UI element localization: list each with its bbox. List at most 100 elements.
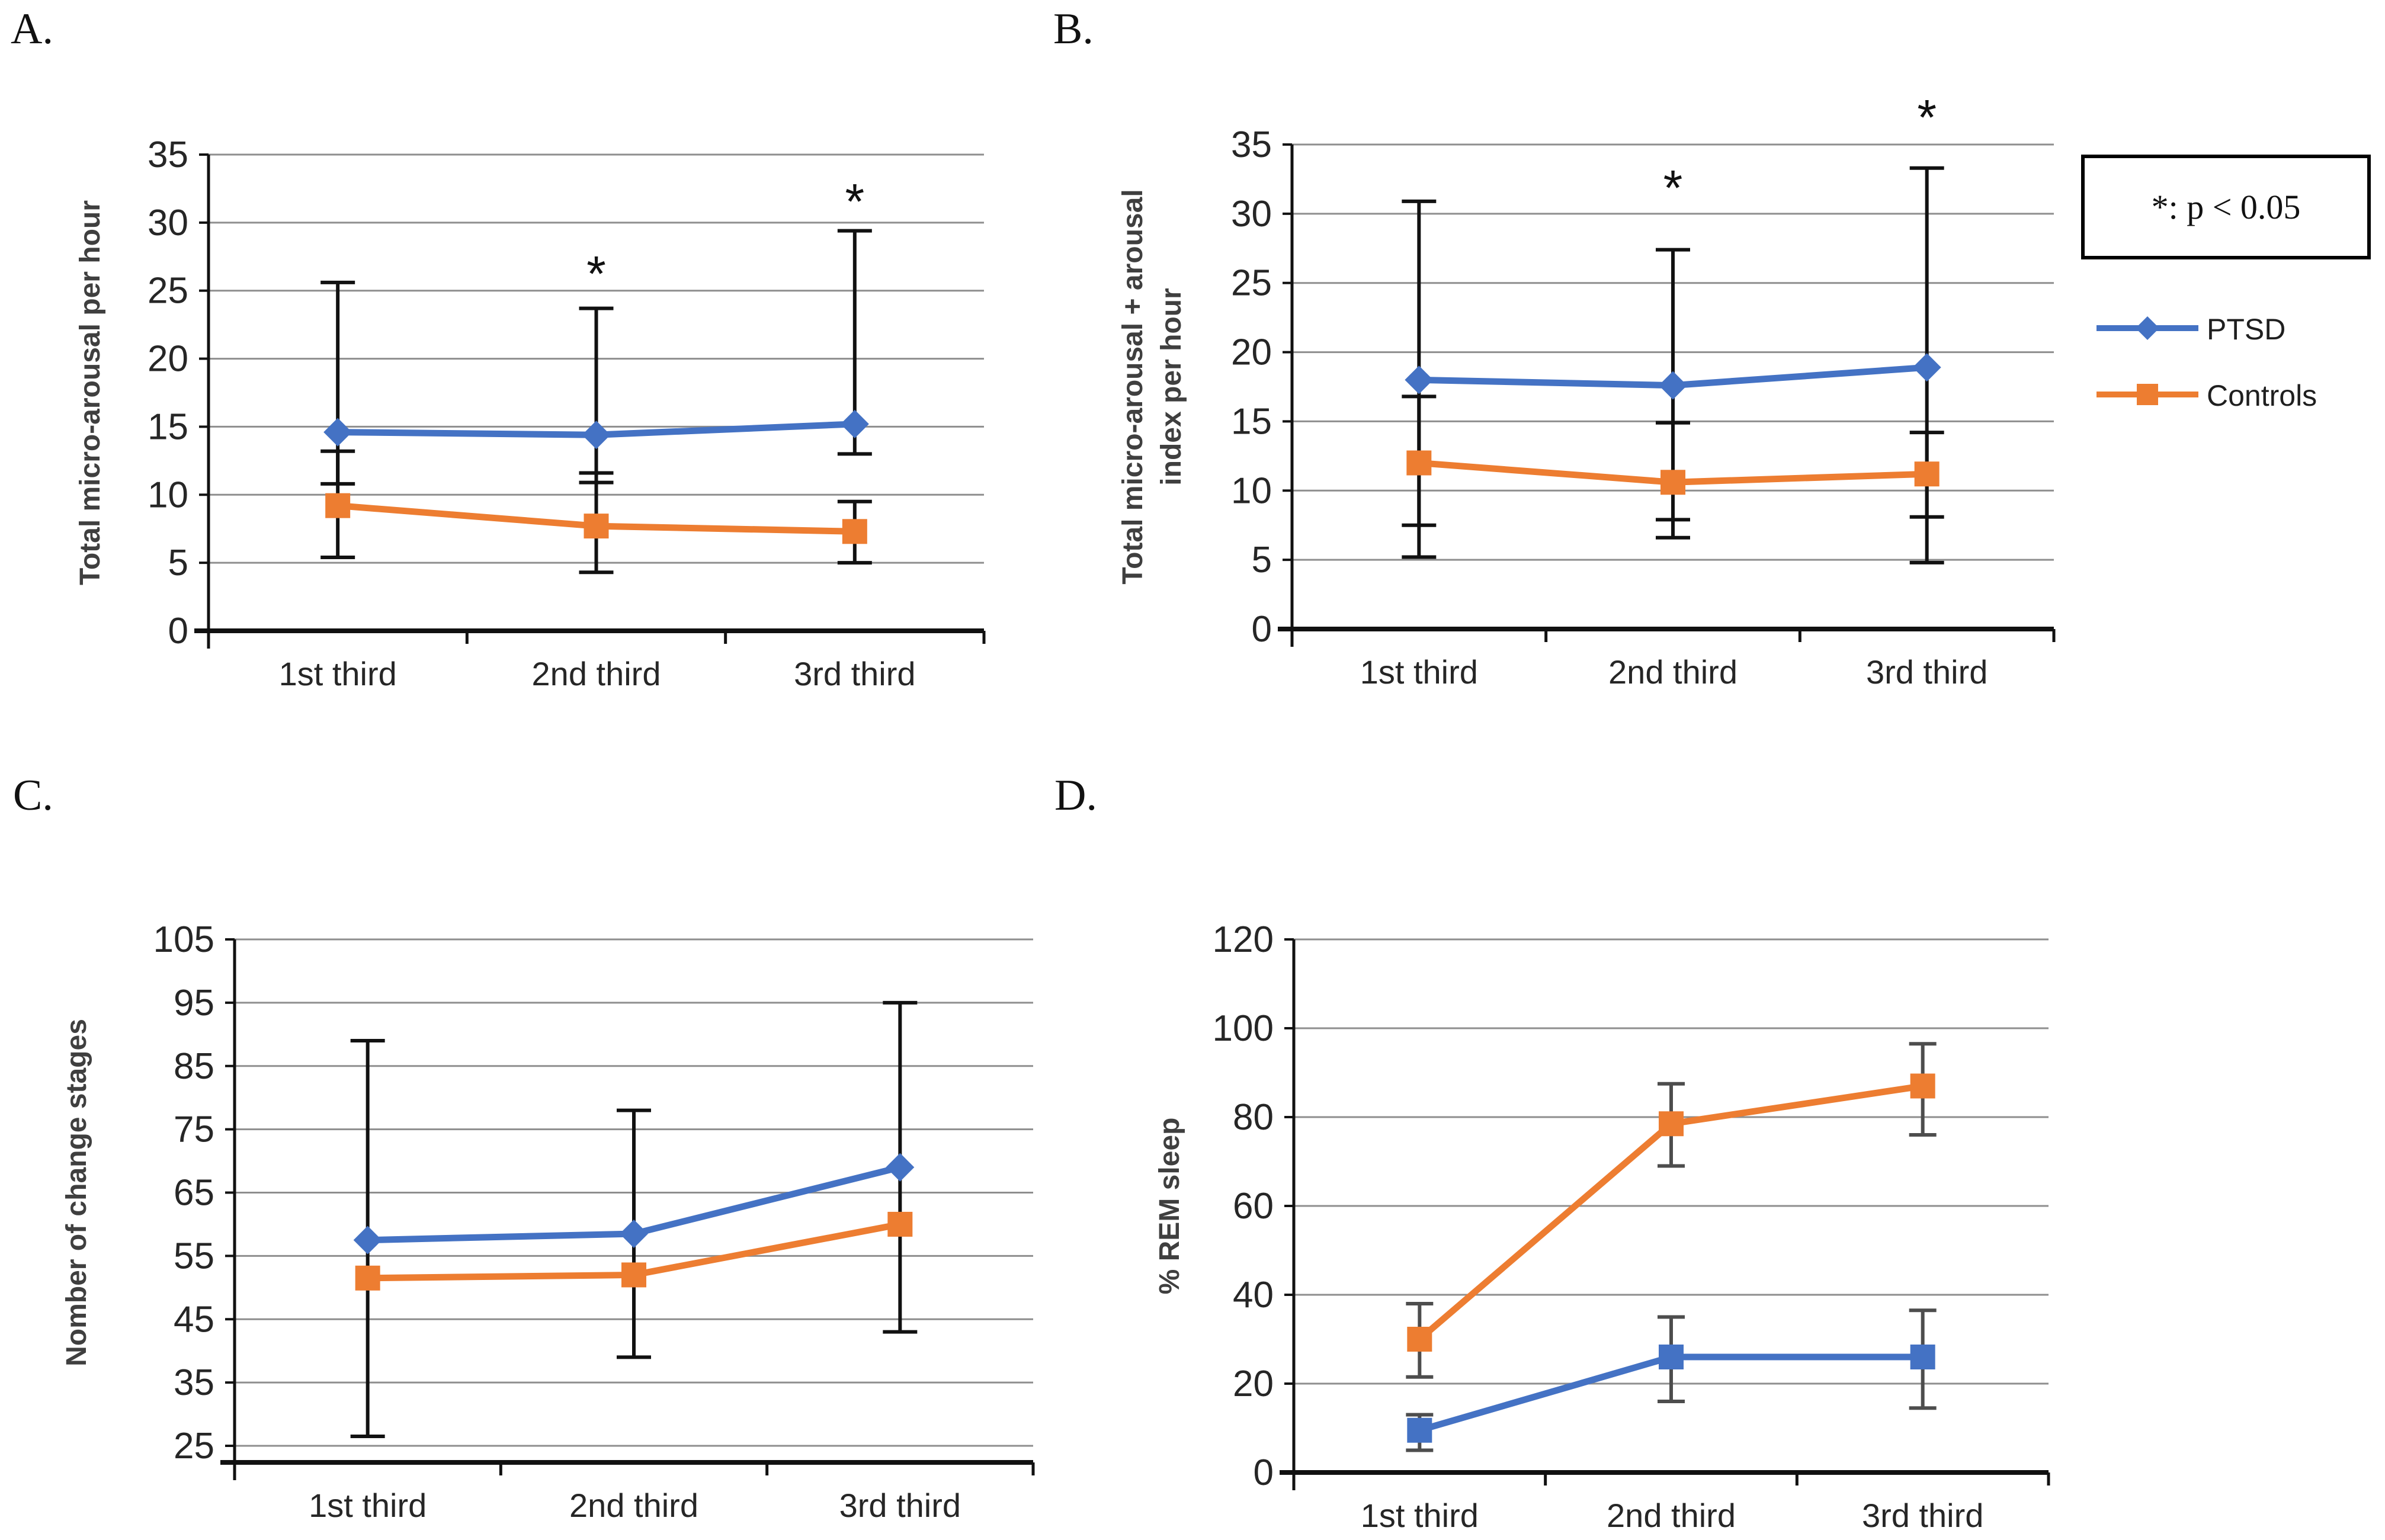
y-tick-labels: 25 35 45 55 65 75 85 95 105: [153, 919, 214, 1467]
svg-text:3rd third: 3rd third: [1862, 1497, 1983, 1534]
y-axis-title: Total micro-arousal + arousal: [1117, 189, 1149, 584]
significance-asterisk: *: [845, 174, 864, 229]
ptsd-marker-diamond: [886, 1153, 915, 1182]
y-axis-title: Nomber of change stages: [61, 1019, 92, 1366]
y-tick-labels: 0 20 40 60 80 100 120: [1213, 919, 1274, 1493]
legend-label-controls: Controls: [2207, 379, 2317, 412]
controls-marker-square: [1659, 1111, 1684, 1137]
ptsd-marker-diamond: [353, 1225, 382, 1255]
axes: [220, 938, 1035, 1480]
controls-legend-swatch-svg: [2097, 383, 2198, 405]
svg-text:5: 5: [1252, 540, 1272, 580]
ptsd-marker-diamond: [1912, 353, 1941, 382]
y-axis-title: Total micro-arousal per hour: [75, 200, 106, 585]
svg-text:35: 35: [148, 134, 188, 175]
svg-text:3rd third: 3rd third: [794, 655, 915, 692]
svg-text:2nd third: 2nd third: [532, 655, 661, 692]
svg-text:15: 15: [148, 406, 188, 447]
controls-marker-square: [355, 1265, 380, 1291]
significance-legend-box: *: p < 0.05: [2081, 155, 2371, 259]
svg-text:1st third: 1st third: [1360, 653, 1478, 691]
panel-label-a: A.: [11, 5, 53, 53]
controls-marker-square: [1406, 450, 1432, 476]
significance-asterisk: *: [586, 246, 606, 301]
svg-text:105: 105: [153, 919, 214, 960]
svg-text:5: 5: [168, 543, 188, 583]
axes: [194, 153, 986, 649]
svg-text:1st third: 1st third: [279, 655, 397, 692]
controls-marker-square: [1910, 1073, 1935, 1099]
ptsd-legend-swatch-svg: [2097, 316, 2198, 340]
panel-b-chart: 0 5 10 15 20 25 30 35 1st third 2nd third 3rd thir…: [1025, 89, 2073, 743]
ptsd-marker-diamond: [840, 409, 869, 438]
svg-text:40: 40: [1233, 1275, 1274, 1316]
svg-text:10: 10: [1231, 470, 1272, 511]
controls-marker-square: [1407, 1327, 1432, 1352]
controls-marker-square: [887, 1211, 913, 1237]
x-tick-labels: 1st third 2nd third 3rd third: [279, 655, 916, 692]
y-axis-title: % REM sleep: [1154, 1118, 1185, 1295]
chart-d-svg: 0 20 40 60 80 100 120 1st third 2nd third 3rd thi…: [1154, 919, 2050, 1534]
svg-text:1st third: 1st third: [1361, 1497, 1479, 1534]
svg-text:1st third: 1st third: [309, 1487, 427, 1524]
svg-text:20: 20: [148, 339, 188, 380]
ptsd-marker-square: [1910, 1345, 1935, 1369]
svg-text:2nd third: 2nd third: [1608, 653, 1738, 691]
controls-marker-square: [584, 514, 609, 539]
ptsd-line-marker-icon: [2094, 309, 2201, 350]
svg-text:25: 25: [148, 271, 188, 312]
axes: [1278, 143, 2056, 647]
legend-item-ptsd: PTSD: [2094, 308, 2378, 351]
svg-text:35: 35: [1231, 124, 1272, 165]
series-ptsd: [353, 1153, 915, 1255]
panel-c-chart: 25 35 45 55 65 75 85 95 105 1st third 2nd third 3rd…: [36, 806, 1060, 1537]
svg-text:80: 80: [1233, 1097, 1274, 1138]
axes: [1280, 938, 2050, 1490]
series-legend: PTSD Controls: [2094, 308, 2378, 417]
y-axis-title: index per hour: [1156, 288, 1187, 485]
svg-text:65: 65: [174, 1173, 214, 1214]
ptsd-marker-diamond: [582, 421, 611, 450]
svg-text:30: 30: [148, 203, 188, 243]
legend-item-controls: Controls: [2094, 374, 2378, 417]
controls-marker-square: [621, 1262, 646, 1288]
series-controls: [325, 493, 867, 544]
x-tick-labels: 1st third 2nd third 3rd third: [1361, 1497, 1984, 1534]
significance-label: *: p < 0.05: [2151, 188, 2301, 226]
x-tick-labels: 1st third 2nd third 3rd third: [1360, 653, 1988, 691]
chart-a-svg: 0 5 10 15 20 25 30 35 1st third 2nd third 3rd thir…: [75, 134, 986, 692]
chart-c-svg: 25 35 45 55 65 75 85 95 105 1st third 2nd third 3rd…: [61, 919, 1035, 1524]
panel-d-chart: 0 20 40 60 80 100 120 1st third 2nd third 3rd thi…: [1126, 806, 2073, 1540]
svg-text:10: 10: [148, 474, 188, 515]
svg-text:25: 25: [1231, 263, 1272, 304]
panel-a-chart: 0 5 10 15 20 25 30 35 1st third 2nd third 3rd thir…: [36, 107, 1031, 743]
svg-text:0: 0: [168, 611, 188, 652]
series-controls: [1407, 1073, 1935, 1352]
svg-text:95: 95: [174, 983, 214, 1024]
ptsd-marker-diamond: [323, 418, 352, 447]
controls-marker-square: [325, 493, 351, 518]
panel-label-c: C.: [13, 771, 53, 820]
ptsd-marker-square: [1659, 1345, 1684, 1369]
y-tick-labels: 0 5 10 15 20 25 30 35: [1231, 124, 1272, 650]
svg-text:20: 20: [1231, 332, 1272, 373]
svg-text:0: 0: [1254, 1452, 1274, 1493]
ptsd-marker-square: [1407, 1417, 1432, 1443]
error-bars-ptsd: [350, 1000, 918, 1438]
svg-text:55: 55: [174, 1236, 214, 1276]
svg-text:15: 15: [1231, 401, 1272, 442]
svg-text:0: 0: [1252, 609, 1272, 650]
svg-text:85: 85: [174, 1046, 214, 1087]
svg-text:35: 35: [174, 1362, 214, 1403]
chart-b-svg: 0 5 10 15 20 25 30 35 1st third 2nd third 3rd thir…: [1117, 89, 2056, 691]
svg-text:120: 120: [1213, 919, 1274, 960]
significance-asterisk: *: [1663, 160, 1683, 216]
significance-asterisk: *: [1917, 95, 1937, 145]
legend-label-ptsd: PTSD: [2207, 313, 2286, 346]
panel-label-d: D.: [1054, 771, 1097, 820]
y-tick-labels: 0 5 10 15 20 25 30 35: [148, 134, 188, 652]
svg-text:25: 25: [174, 1426, 214, 1467]
series-ptsd: [1405, 353, 1941, 400]
svg-text:45: 45: [174, 1299, 214, 1340]
